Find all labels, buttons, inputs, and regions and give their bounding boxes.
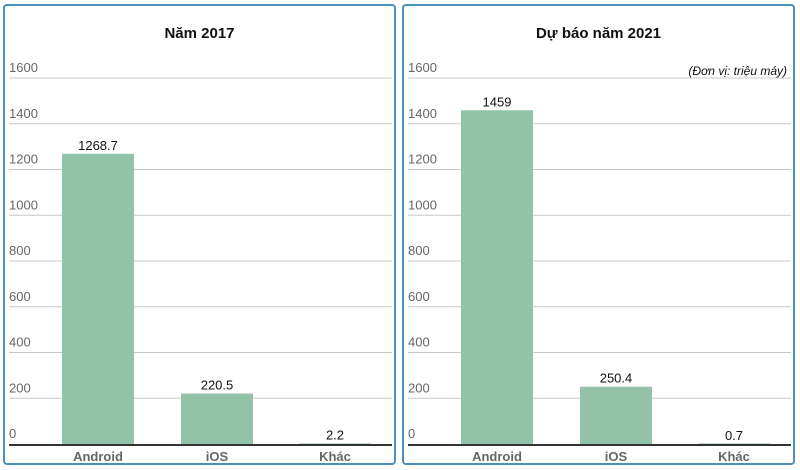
- y-tick-label: 1400: [9, 106, 38, 121]
- chart-panel-2017: Năm 2017 0 200 400 600 800 1000 1200 1400 1600 126…: [3, 4, 396, 465]
- y-tick-label: 1600: [408, 60, 437, 75]
- y-tick-label: 1200: [9, 152, 38, 167]
- chart-title: Năm 2017: [164, 25, 234, 42]
- bar-ios: [181, 393, 253, 444]
- chart-panel-2021-forecast: Dự báo năm 2021 (Đơn vị: triệu máy) 0 200 40…: [402, 4, 795, 465]
- data-label: 2.2: [326, 427, 344, 442]
- bar-khác: [299, 443, 371, 444]
- y-tick-label: 1000: [9, 197, 38, 212]
- y-tick-label: 800: [9, 243, 31, 258]
- bar-ios: [580, 386, 652, 444]
- y-tick-label: 400: [9, 335, 31, 350]
- x-tick-label: Android: [472, 449, 522, 463]
- data-label: 1268.7: [78, 138, 118, 153]
- x-tick-label: Khác: [718, 449, 750, 463]
- y-tick-label: 600: [408, 289, 430, 304]
- y-tick-label: 0: [408, 426, 415, 441]
- y-tick-label: 400: [408, 335, 430, 350]
- data-label: 250.4: [600, 371, 633, 386]
- bar-android: [461, 110, 533, 444]
- y-tick-label: 1400: [408, 106, 437, 121]
- bar-chart-2021-forecast: Dự báo năm 2021 (Đơn vị: triệu máy) 0 200 40…: [408, 25, 791, 463]
- x-tick-label: iOS: [206, 449, 229, 463]
- data-label: 220.5: [201, 378, 234, 393]
- x-tick-label: Android: [73, 449, 123, 463]
- y-tick-label: 200: [408, 380, 430, 395]
- y-tick-label: 800: [408, 243, 430, 258]
- bar-chart-2017: Năm 2017 0 200 400 600 800 1000 1200 1400 1600 126…: [9, 25, 392, 463]
- data-label: 1459: [483, 94, 512, 109]
- y-tick-label: 600: [9, 289, 31, 304]
- x-tick-label: iOS: [605, 449, 628, 463]
- bar-khác: [698, 443, 770, 444]
- y-tick-label: 200: [9, 380, 31, 395]
- y-tick-label: 1600: [9, 60, 38, 75]
- data-label: 0.7: [725, 428, 743, 443]
- chart-title: Dự báo năm 2021: [536, 25, 661, 42]
- y-tick-label: 1000: [408, 197, 437, 212]
- unit-note: (Đơn vị: triệu máy): [688, 64, 787, 78]
- x-tick-label: Khác: [319, 449, 351, 463]
- y-tick-label: 0: [9, 426, 16, 441]
- bar-android: [62, 153, 134, 444]
- y-tick-label: 1200: [408, 152, 437, 167]
